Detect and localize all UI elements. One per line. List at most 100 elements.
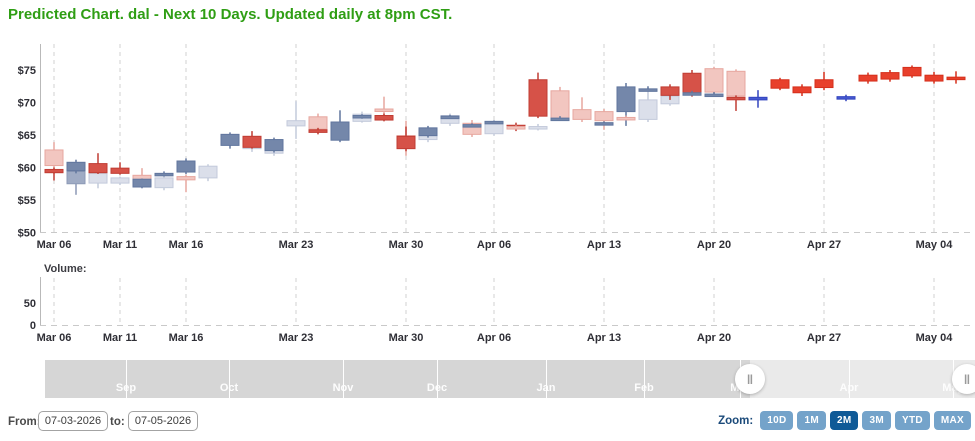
candle-forecast-mar-13[interactable]	[154, 177, 174, 189]
price-x-axis-label: Apr 06	[477, 239, 511, 251]
navigator-handle-left[interactable]: ‖	[735, 364, 765, 394]
candle-predicted-may-05[interactable]	[946, 76, 966, 81]
price-y-tick-label: $55	[18, 195, 36, 207]
candle-actual-mar-06[interactable]	[44, 168, 64, 174]
candle-actual-apr-16[interactable]	[660, 86, 680, 96]
candle-forecast-apr-13[interactable]	[594, 111, 614, 122]
price-x-axis-label: Mar 06	[37, 239, 72, 251]
navigator-month-label: Jan	[536, 382, 556, 394]
candle-actual-mar-10[interactable]	[88, 163, 108, 174]
candle-actual-apr-01[interactable]	[440, 115, 460, 120]
candle-actual-mar-26[interactable]	[352, 115, 372, 119]
volume-x-axis-label: Mar 23	[279, 332, 314, 344]
navigator-month-separator	[546, 360, 547, 398]
navigator-month-separator	[437, 360, 438, 398]
zoom-label: Zoom:	[718, 414, 754, 427]
zoom-button-ytd[interactable]: YTD	[894, 411, 930, 430]
candle-actual-mar-20[interactable]	[264, 139, 284, 152]
candle-predicted-apr-27[interactable]	[814, 79, 834, 89]
price-x-axis-label: Mar 23	[279, 239, 314, 251]
candle-actual-apr-06[interactable]	[484, 120, 504, 125]
candle-forecast-apr-08[interactable]	[528, 126, 548, 130]
candle-predicted-apr-28[interactable]	[836, 96, 856, 100]
volume-x-axis-label: Mar 11	[103, 332, 137, 344]
candle-forecast-apr-07[interactable]	[506, 126, 526, 130]
candle-actual-mar-09[interactable]	[66, 161, 86, 172]
candle-actual-apr-08[interactable]	[528, 79, 548, 117]
candle-actual-mar-13[interactable]	[154, 172, 174, 177]
candle-actual-mar-19[interactable]	[242, 135, 262, 148]
volume-x-axis-label: Mar 16	[169, 332, 204, 344]
zoom-button-3m[interactable]: 3M	[862, 411, 891, 430]
candle-forecast-mar-23[interactable]	[286, 120, 306, 127]
zoom-button-max[interactable]: MAX	[933, 411, 971, 430]
to-date-input[interactable]	[128, 411, 198, 431]
volume-x-axis-label: Apr 20	[697, 332, 731, 344]
candle-forecast-mar-11[interactable]	[110, 177, 130, 184]
candlestick-chart: Mar 06 Mar 06 Mar 11 Mar 11 Mar 16 Mar 16 Mar …	[18, 44, 975, 344]
candle-forecast-apr-09[interactable]	[550, 90, 570, 120]
price-y-tick-label: $60	[18, 163, 36, 175]
candle-forecast-apr-14[interactable]	[616, 116, 636, 121]
candle-actual-apr-20[interactable]	[704, 93, 724, 98]
volume-x-axis-label: Apr 27	[807, 332, 841, 344]
candle-forecast-apr-10[interactable]	[572, 109, 592, 120]
candle-actual-apr-14[interactable]	[616, 86, 636, 113]
candle-actual-mar-11[interactable]	[110, 167, 130, 174]
candle-predicted-apr-23[interactable]	[770, 79, 790, 89]
price-x-axis-label: Mar 16	[169, 239, 204, 251]
navigator-month-label: Dec	[426, 382, 448, 394]
candle-actual-mar-30[interactable]	[396, 135, 416, 150]
candle-predicted-may-04[interactable]	[924, 74, 944, 82]
candle-forecast-apr-15[interactable]	[638, 99, 658, 120]
candle-actual-mar-25[interactable]	[330, 121, 350, 141]
price-x-axis-label: Apr 27	[807, 239, 841, 251]
candle-actual-mar-16[interactable]	[176, 160, 196, 173]
from-date-input[interactable]	[38, 411, 108, 431]
candle-actual-apr-02[interactable]	[462, 124, 482, 128]
candle-predicted-apr-24[interactable]	[792, 86, 812, 94]
candle-actual-mar-24[interactable]	[308, 129, 328, 133]
navigator-month-separator	[126, 360, 127, 398]
zoom-button-2m[interactable]: 2M	[829, 411, 859, 430]
navigator-month-separator	[644, 360, 645, 398]
candle-forecast-mar-10[interactable]	[88, 172, 108, 184]
candle-predicted-apr-29[interactable]	[858, 74, 878, 82]
volume-x-axis-label: Apr 06	[477, 332, 511, 344]
candle-actual-apr-17[interactable]	[682, 92, 702, 96]
candle-actual-mar-27[interactable]	[374, 115, 394, 121]
price-y-tick-label: $70	[18, 98, 36, 110]
price-y-tick-label: $65	[18, 130, 36, 142]
candle-predicted-apr-22[interactable]	[748, 96, 768, 101]
volume-x-axis-label: Mar 30	[389, 332, 424, 344]
candle-forecast-mar-27[interactable]	[374, 108, 394, 112]
volume-x-axis-label: May 04	[916, 332, 954, 344]
zoom-button-group: Zoom: 10D 1M 2M 3M YTD MAX	[718, 411, 971, 430]
page-title: Predicted Chart. dal - Next 10 Days. Upd…	[8, 6, 453, 23]
candle-forecast-mar-16[interactable]	[176, 176, 196, 181]
candle-forecast-mar-06[interactable]	[44, 149, 64, 167]
navigator-handle-right[interactable]: ‖	[952, 364, 975, 394]
candle-actual-mar-12[interactable]	[132, 178, 152, 188]
range-navigator[interactable]: SepOctNovDecJanFebMarAprMay‖‖	[45, 360, 975, 398]
zoom-button-1m[interactable]: 1M	[797, 411, 826, 430]
candle-forecast-mar-17[interactable]	[198, 165, 218, 179]
candle-actual-mar-31[interactable]	[418, 127, 438, 137]
candle-actual-apr-15[interactable]	[638, 88, 658, 92]
navigator-month-separator	[229, 360, 230, 398]
navigator-selected-range[interactable]	[750, 360, 975, 398]
price-x-axis-label: Apr 20	[697, 239, 731, 251]
zoom-button-10d[interactable]: 10D	[760, 411, 794, 430]
candle-actual-mar-18[interactable]	[220, 133, 240, 146]
candle-forecast-apr-21[interactable]	[726, 70, 746, 97]
navigator-month-label: Feb	[634, 382, 654, 394]
candle-actual-apr-09[interactable]	[550, 117, 570, 122]
candle-predicted-may-01[interactable]	[902, 66, 922, 77]
candle-actual-apr-13[interactable]	[594, 122, 614, 126]
candle-predicted-apr-30[interactable]	[880, 72, 900, 80]
navigator-month-label: Nov	[332, 382, 354, 394]
candle-forecast-apr-20[interactable]	[704, 68, 724, 93]
candle-forecast-mar-24[interactable]	[308, 116, 328, 130]
candle-actual-apr-21[interactable]	[726, 96, 746, 101]
